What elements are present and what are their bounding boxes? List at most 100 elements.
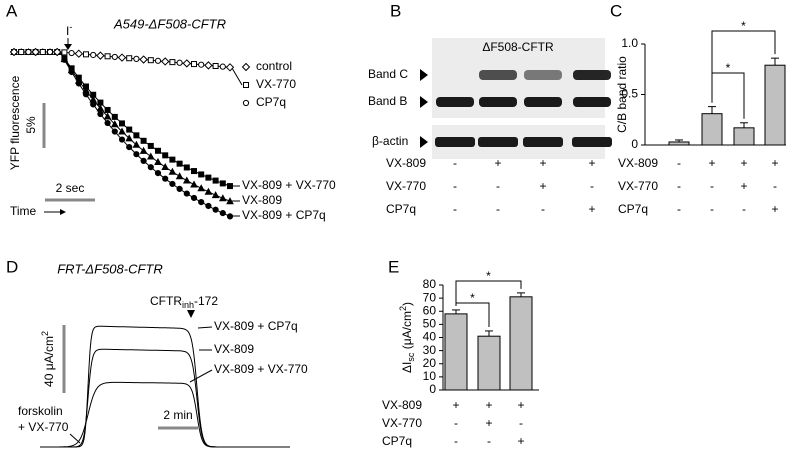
panel-label: E <box>388 257 399 276</box>
time-label: Time <box>10 204 37 218</box>
condition-sign: - <box>541 202 545 216</box>
band <box>435 137 475 147</box>
marker <box>182 59 192 68</box>
marker <box>61 49 68 56</box>
marker <box>111 53 118 61</box>
condition-sign: - <box>487 434 491 448</box>
marker <box>154 170 162 177</box>
bar <box>477 335 501 391</box>
panel-title: FRT-ΔF508-CFTR <box>57 261 163 276</box>
marker <box>18 49 25 55</box>
marker <box>139 146 148 154</box>
marker <box>161 162 170 171</box>
marker <box>191 61 197 68</box>
trace-label: VX-809 + VX-770 <box>242 178 336 192</box>
marker <box>140 157 147 164</box>
band <box>478 137 518 147</box>
marker <box>176 59 183 66</box>
marker <box>90 101 97 108</box>
condition-label: VX-809 <box>386 156 426 170</box>
marker <box>104 53 111 60</box>
marker <box>117 53 127 62</box>
condition-sign: - <box>773 179 777 193</box>
y-axis-label-part: ) <box>400 302 414 306</box>
bar <box>444 313 468 391</box>
band <box>524 70 562 80</box>
panel-label: B <box>390 1 401 20</box>
band-label: β-actin <box>372 134 408 148</box>
marker <box>241 62 251 72</box>
arrowhead <box>420 96 428 108</box>
condition-sign: - <box>453 179 457 193</box>
scale-text: 40 μA/cm <box>42 336 56 387</box>
y-tick-label: 80 <box>423 277 437 291</box>
arrowhead <box>64 44 72 50</box>
marker <box>212 63 219 70</box>
marker <box>190 180 198 188</box>
marker <box>25 48 32 56</box>
y-tick-label: 70 <box>423 290 437 304</box>
stimulus-text: I <box>66 24 69 38</box>
legend-label: control <box>256 59 292 73</box>
scale-label: 40 μA/cm2 <box>40 331 56 387</box>
condition-sign: + <box>452 398 459 412</box>
marker <box>190 194 198 202</box>
marker <box>97 110 104 118</box>
marker <box>175 172 184 180</box>
condition-sign: - <box>496 179 500 193</box>
marker <box>9 47 19 57</box>
y-tick-label: 0 <box>631 137 638 151</box>
marker <box>31 47 40 57</box>
marker <box>126 143 133 151</box>
y-tick-label: 0 <box>429 382 436 396</box>
marker <box>212 206 219 213</box>
marker <box>169 180 176 188</box>
marker <box>125 134 134 142</box>
marker <box>74 49 84 58</box>
scale-superscript: 2 <box>40 331 50 336</box>
marker <box>219 63 226 70</box>
condition-sign: - <box>519 416 523 430</box>
condition-label: VX-809 <box>382 398 422 412</box>
marker <box>182 176 191 184</box>
condition-sign: + <box>485 416 492 430</box>
condition-sign: + <box>740 156 747 170</box>
marker <box>52 47 62 57</box>
marker <box>110 120 119 128</box>
arrowhead <box>187 310 195 318</box>
marker <box>155 147 161 154</box>
y-tick-label: 30 <box>423 343 437 357</box>
condition-sign: + <box>517 398 524 412</box>
significance-label: * <box>486 269 491 283</box>
scale-label: 2 sec <box>56 181 85 195</box>
band <box>572 137 612 147</box>
marker <box>96 104 105 112</box>
condition-label: CP7q <box>386 202 416 216</box>
y-tick-label: 50 <box>423 317 437 331</box>
condition-sign: + <box>539 179 546 193</box>
marker <box>154 57 162 64</box>
y-axis-label: YFP fluorescence <box>8 75 22 170</box>
condition-label: VX-770 <box>386 179 426 193</box>
bands <box>435 70 612 147</box>
inhibitor-label: CFTRinh-172 <box>150 294 218 310</box>
marker <box>118 127 126 135</box>
trace-label: VX-809 <box>242 193 282 207</box>
y-axis-label-part: sc <box>406 352 416 362</box>
leader <box>197 326 213 329</box>
condition-sign: + <box>517 434 524 448</box>
marker <box>75 80 82 87</box>
marker <box>90 51 97 59</box>
marker <box>218 194 227 202</box>
inhibitor-subscript: inh <box>182 300 194 310</box>
condition-sign: + <box>708 156 715 170</box>
leader <box>189 369 213 383</box>
condition-sign: - <box>710 179 714 193</box>
condition-sign: + <box>740 179 747 193</box>
inhibitor-text: CFTR <box>150 294 182 308</box>
marker <box>111 128 118 135</box>
marker <box>46 48 54 56</box>
bar <box>668 141 690 146</box>
bar <box>764 64 786 146</box>
band <box>524 97 562 107</box>
